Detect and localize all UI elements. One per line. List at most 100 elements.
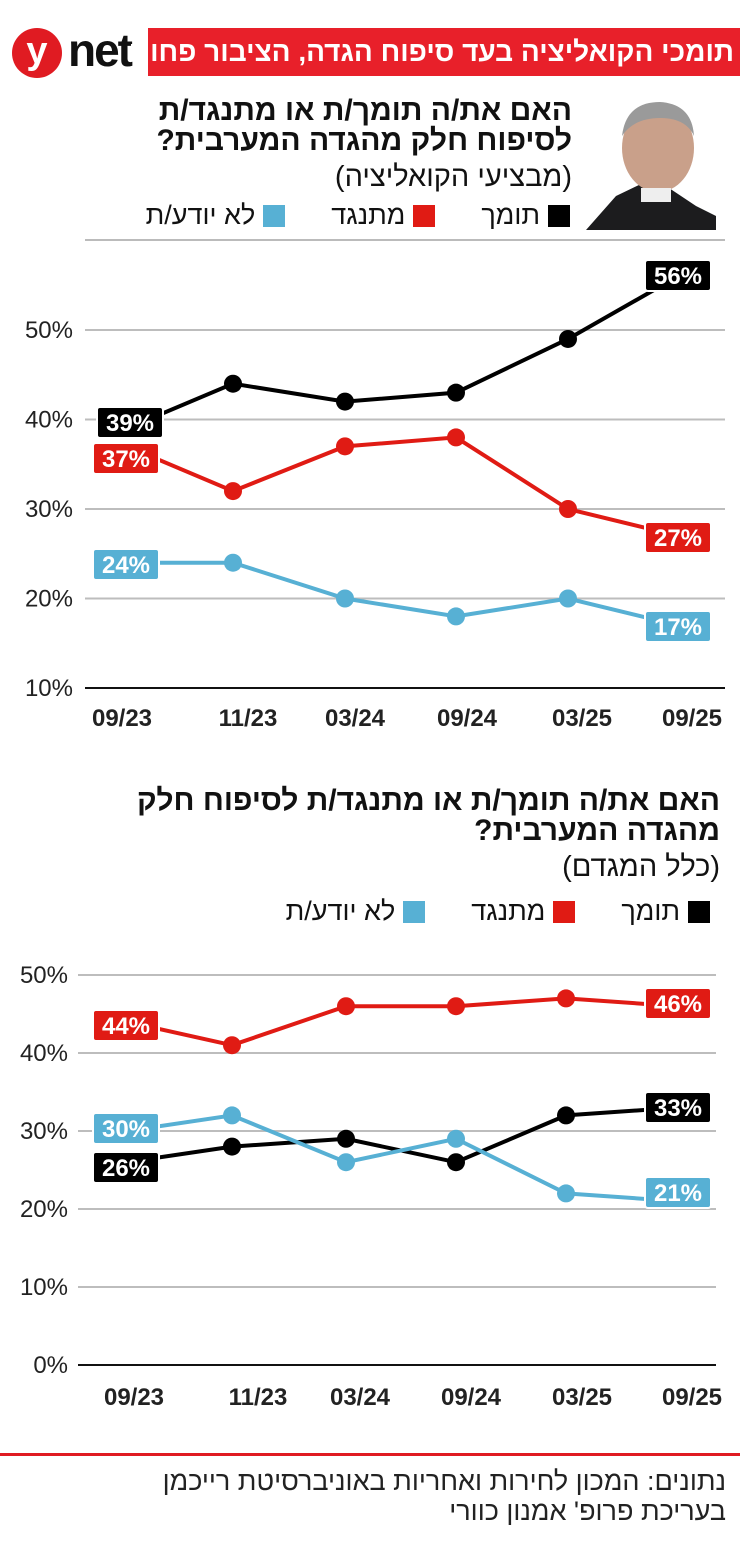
data-point	[559, 329, 577, 348]
logo-text: net	[68, 24, 133, 76]
x-tick-label: 09/23	[104, 1384, 164, 1411]
data-label: 27%	[654, 525, 702, 552]
y-tick-label: 10%	[20, 1274, 68, 1301]
series-line	[127, 560, 679, 628]
series-line	[126, 1105, 679, 1165]
x-tick-label: 09/23	[92, 705, 152, 732]
x-tick-label: 11/23	[229, 1384, 288, 1411]
swatch	[403, 900, 426, 923]
data-point	[447, 1129, 465, 1148]
chart2-subtitle: (כלל המגדם)	[562, 851, 720, 883]
data-point	[447, 1153, 465, 1172]
data-label: 44%	[102, 1013, 150, 1040]
series-line	[126, 274, 679, 431]
data-label-box	[92, 1151, 160, 1184]
data-label: 39%	[106, 410, 154, 437]
chart1-legend: תומך מתנגד לא יודע/ת	[110, 200, 570, 231]
y-tick-label: 30%	[20, 1118, 68, 1145]
data-label: 17%	[654, 614, 702, 641]
legend-label: לא יודע/ת	[285, 896, 396, 926]
data-point	[336, 392, 354, 411]
data-point	[337, 997, 355, 1016]
data-label-box	[644, 1176, 712, 1209]
x-tick-label: 11/23	[219, 705, 278, 732]
data-point	[447, 428, 465, 447]
chart2-title: האם את/ה תומך/ת או מתנגד/ת לסיפוח חלק מה…	[137, 784, 720, 847]
data-label: 26%	[102, 1155, 150, 1182]
logo-letter: y	[26, 30, 48, 72]
data-label: 21%	[654, 1180, 702, 1207]
data-label-box	[92, 1009, 160, 1042]
y-tick-label: 20%	[25, 586, 73, 613]
legend-label: תומך	[621, 896, 680, 926]
data-point	[224, 374, 242, 393]
data-point	[223, 1106, 241, 1125]
swatch	[413, 204, 436, 227]
legend-label: מתנגד	[471, 896, 546, 926]
data-point	[336, 589, 354, 608]
source-line-2: בעריכת פרופ' אמנון כוורי	[449, 1496, 726, 1526]
data-point	[559, 500, 577, 518]
x-tick-label: 03/25	[552, 705, 612, 732]
data-label-box	[644, 521, 712, 554]
data-point	[447, 607, 465, 626]
data-label-box	[644, 610, 712, 643]
legend-label: לא יודע/ת	[145, 200, 256, 230]
legend-oppose: מתנגד	[471, 896, 576, 927]
data-point	[557, 1106, 575, 1125]
chart1: 10% 20% 30% 40% 50% 09/23 11/23 03/24 09/24 03/25…	[25, 239, 725, 732]
legend-label: מתנגד	[331, 200, 406, 230]
headline: תומכי הקואליציה בעד סיפוח הגדה, הציבור פ…	[130, 28, 740, 76]
data-point	[223, 1036, 241, 1055]
data-label-box	[644, 1091, 712, 1124]
data-label: 37%	[102, 446, 150, 473]
data-point	[224, 482, 242, 501]
legend-dont-know: לא יודע/ת	[146, 200, 286, 231]
data-label: 24%	[102, 552, 150, 579]
x-tick-label: 09/25	[662, 705, 722, 732]
data-point	[447, 383, 465, 402]
series-line	[126, 435, 679, 538]
swatch	[688, 900, 710, 923]
x-tick-label: 03/24	[325, 705, 386, 732]
data-label: 56%	[654, 263, 702, 290]
x-tick-label: 09/24	[437, 705, 498, 732]
data-point	[447, 997, 465, 1016]
data-point	[224, 553, 242, 572]
politician-photo	[586, 102, 716, 230]
series-line	[126, 996, 679, 1048]
y-tick-label: 40%	[20, 1040, 68, 1067]
legend-support: תומך	[621, 896, 710, 927]
y-tick-label: 50%	[25, 317, 73, 344]
data-point	[557, 989, 575, 1008]
data-label: 33%	[654, 1095, 702, 1122]
data-point	[336, 437, 354, 456]
data-point	[559, 589, 577, 608]
chart2: 0% 10% 20% 30% 40% 50% 09/23 11/23 03/24 09/24 03/…	[20, 962, 722, 1411]
y-tick-label: 50%	[20, 962, 68, 989]
chart1-title: האם את/ה תומך/ת או מתנגד/ת לסיפוח חלק מה…	[156, 94, 572, 157]
footer-divider	[0, 1453, 740, 1456]
x-tick-label: 03/25	[552, 1384, 612, 1411]
swatch	[263, 204, 286, 227]
data-label-box	[96, 406, 164, 439]
data-label: 46%	[654, 991, 702, 1018]
x-tick-label: 09/24	[441, 1384, 502, 1411]
source-note: נתונים: המכון לחירות ואחריות באוניברסיטת…	[163, 1466, 726, 1526]
y-tick-label: 40%	[25, 407, 73, 434]
x-tick-label: 03/24	[330, 1384, 391, 1411]
swatch	[548, 204, 570, 227]
legend-dont-know: לא יודע/ת	[286, 896, 426, 927]
ynet-logo: y	[12, 28, 62, 78]
x-tick-label: 09/25	[662, 1384, 722, 1411]
data-label-box	[644, 259, 712, 292]
y-tick-label: 20%	[20, 1196, 68, 1223]
y-tick-label: 10%	[25, 675, 73, 702]
y-tick-label: 0%	[33, 1352, 68, 1379]
data-label-box	[92, 548, 160, 581]
chart1-subtitle: (מבציעי הקואליציה)	[334, 161, 572, 193]
data-label-box	[644, 987, 712, 1020]
series-line	[126, 1113, 679, 1204]
y-tick-label: 30%	[25, 496, 73, 523]
